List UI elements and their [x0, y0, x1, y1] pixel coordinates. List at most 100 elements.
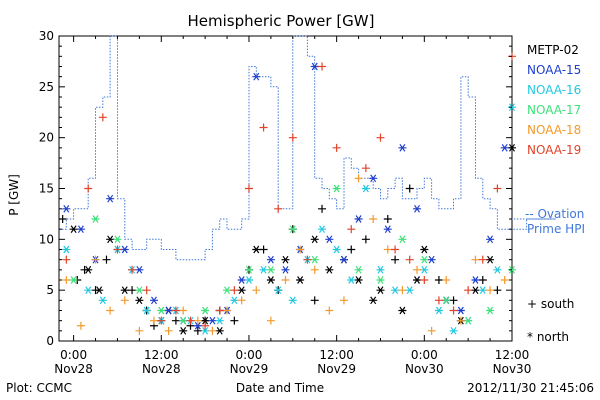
data-point [252, 72, 261, 81]
x-tick-time-label: 0:00 [235, 348, 262, 362]
data-point [332, 143, 341, 152]
data-point [434, 296, 443, 305]
y-axis: 0 5 10 15 20 25 30 [39, 29, 512, 348]
data-point [310, 265, 319, 274]
series-noaa-15-star [62, 62, 509, 330]
data-point [62, 255, 71, 264]
data-point [98, 296, 107, 305]
data-point [171, 316, 180, 325]
data-point [128, 265, 137, 274]
data-point [493, 286, 502, 295]
data-point [259, 123, 268, 132]
data-point [113, 235, 122, 244]
data-point [361, 184, 370, 193]
data-point [310, 255, 319, 264]
legend-entry-noaa-15: NOAA-15 [527, 63, 581, 77]
data-point [361, 164, 370, 173]
data-point [339, 296, 348, 305]
x-tick-time-label: 12:00 [144, 348, 179, 362]
data-point [354, 174, 363, 183]
data-point [361, 235, 370, 244]
data-point [332, 184, 341, 193]
legend-entry-noaa-19: NOAA-19 [527, 143, 581, 157]
footer-left: Plot: CCMC [6, 381, 72, 395]
legend-entry-noaa-17: NOAA-17 [527, 103, 581, 117]
data-point [449, 326, 458, 335]
y-tick-label: 20 [39, 131, 54, 145]
data-point [456, 306, 465, 315]
plot-frame [58, 35, 513, 342]
data-point [102, 255, 111, 264]
data-point [62, 276, 71, 284]
data-point [288, 133, 297, 142]
data-point [420, 265, 429, 274]
data-point [215, 306, 224, 315]
data-point [442, 276, 451, 284]
data-point [201, 321, 210, 330]
data-point [215, 326, 224, 335]
data-point [434, 306, 443, 315]
data-point [318, 62, 327, 71]
data-point [413, 265, 422, 274]
data-point [259, 265, 268, 274]
data-point [376, 265, 385, 274]
data-point [62, 245, 71, 254]
data-point [332, 245, 341, 254]
data-point [252, 286, 261, 295]
data-point [62, 204, 71, 213]
y-axis-label: P [GW] [7, 174, 21, 216]
y-tick-label: 25 [39, 80, 54, 94]
data-point [274, 204, 283, 213]
data-point [391, 245, 400, 254]
data-point [76, 225, 85, 234]
data-point [310, 235, 319, 244]
x-tick-time-label: 0:00 [411, 348, 438, 362]
data-point [106, 235, 115, 244]
data-point [449, 296, 458, 305]
data-point [347, 225, 356, 234]
data-point [179, 326, 188, 335]
series-metp-02-star [69, 143, 516, 335]
y-tick-label: 10 [39, 232, 54, 246]
data-point [120, 296, 129, 305]
data-point [201, 316, 210, 325]
data-point [456, 316, 465, 325]
data-point [486, 306, 495, 315]
data-point [113, 245, 122, 254]
legend: METP-02 NOAA-15 NOAA-16 NOAA-17 NOAA-18 NOAA-… [527, 43, 581, 157]
data-point [84, 286, 93, 295]
data-point [244, 184, 253, 193]
data-point [237, 296, 246, 305]
data-point [164, 326, 173, 335]
data-point [193, 321, 202, 330]
data-point [347, 245, 356, 254]
data-point [244, 276, 253, 284]
data-point [369, 174, 378, 183]
data-point [405, 184, 414, 193]
data-point [310, 296, 319, 305]
data-point [296, 276, 305, 284]
footer-right: 2012/11/30 21:45:06 [467, 381, 594, 395]
data-point [369, 296, 378, 305]
data-point [223, 286, 232, 295]
data-point [464, 286, 473, 295]
data-point [171, 306, 180, 315]
data-point [354, 276, 363, 284]
data-point [398, 235, 407, 244]
data-point [266, 316, 275, 325]
data-point [157, 306, 166, 315]
data-point [135, 286, 144, 295]
data-point [398, 143, 407, 152]
x-tick-time-label: 0:00 [60, 348, 87, 362]
data-point [434, 276, 443, 284]
data-point [398, 286, 407, 295]
data-point [493, 184, 502, 193]
data-point [383, 225, 392, 234]
data-point [486, 286, 495, 295]
data-point [318, 204, 327, 213]
data-point [201, 326, 210, 335]
data-point [252, 245, 261, 254]
y-tick-label: 30 [39, 29, 54, 43]
data-point [69, 276, 78, 284]
